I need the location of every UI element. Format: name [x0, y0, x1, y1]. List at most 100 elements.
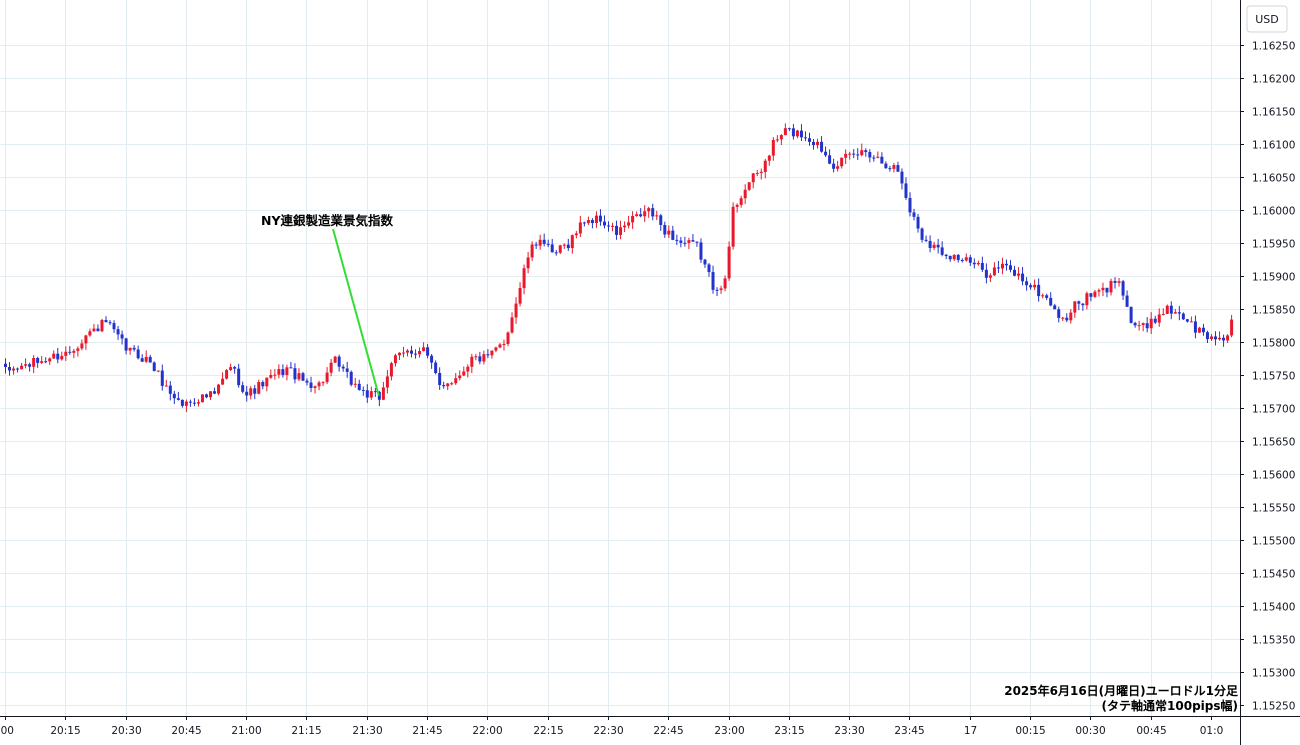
candle-body: [896, 165, 900, 172]
candle-body: [329, 362, 333, 373]
candle-body: [269, 374, 273, 378]
candle-body: [120, 334, 124, 339]
candle-body: [281, 369, 285, 376]
y-tick-label: 1.16050: [1252, 173, 1295, 185]
candle-body: [723, 278, 727, 289]
candle-body: [611, 225, 615, 227]
candle-body: [225, 370, 229, 379]
candle-body: [1041, 295, 1045, 297]
candle-body: [695, 241, 699, 243]
candle-body: [144, 356, 148, 362]
candle-body: [458, 375, 462, 379]
candle-body: [1145, 323, 1149, 329]
candle-body: [671, 230, 675, 240]
candle-body: [844, 153, 848, 158]
candle-body: [872, 157, 876, 159]
candle-body: [952, 254, 956, 260]
x-tick-label: 01:0: [1200, 725, 1224, 737]
candle-body: [401, 352, 405, 354]
candle-body: [554, 252, 558, 254]
candle-body: [759, 171, 763, 173]
y-tick-label: 1.16000: [1252, 206, 1295, 218]
candle-body: [743, 189, 747, 199]
candle-body: [414, 353, 418, 355]
candle-body: [233, 367, 237, 369]
currency-label[interactable]: USD: [1246, 5, 1288, 33]
candle-body: [418, 351, 422, 355]
candle-body: [213, 391, 217, 394]
candle-body: [357, 383, 361, 390]
candle-body: [884, 163, 888, 169]
candle-body: [578, 222, 582, 234]
chart-caption: 2025年6月16日(月曜日)ユーロドル1分足 (タテ軸通常100pips幅): [1004, 683, 1238, 713]
y-tick-label: 1.15750: [1252, 371, 1295, 383]
candle-body: [257, 382, 261, 394]
candle-body: [16, 368, 20, 370]
price-axis[interactable]: 1.16250 1.16200 1.16150 1.16100 1.16050 1.160…: [1240, 41, 1295, 713]
candle-body: [940, 247, 944, 255]
candle-body: [176, 398, 180, 400]
candle-body: [916, 216, 920, 229]
candle-body: [779, 135, 783, 140]
candle-body: [1218, 337, 1222, 340]
candle-body: [932, 244, 936, 248]
y-tick-label: 1.15700: [1252, 404, 1295, 416]
candle-body: [542, 239, 546, 244]
candle-body: [1189, 321, 1193, 323]
candle-body: [297, 373, 301, 380]
time-axis[interactable]: :00 20:15 20:30 20:45 21:00 21:15 21:30 21:45 22…: [0, 716, 1223, 737]
candle-body: [892, 165, 896, 169]
candle-body: [767, 155, 771, 161]
candle-body: [345, 368, 349, 372]
candle-body: [647, 208, 651, 212]
candle-body: [751, 173, 755, 183]
candle-body: [522, 268, 526, 289]
candle-body: [655, 215, 659, 217]
candle-body: [377, 391, 381, 400]
candle-body: [667, 230, 671, 235]
candle-body: [1165, 305, 1169, 314]
currency-label-box[interactable]: [1246, 5, 1288, 33]
candle-body: [426, 347, 430, 356]
candle-body: [249, 388, 253, 396]
candle-body: [108, 322, 112, 324]
x-tick-label: 23:45: [894, 725, 924, 737]
candle-body: [1093, 291, 1097, 297]
candle-body: [168, 385, 172, 394]
candle-body: [602, 221, 606, 226]
candle-body: [996, 267, 1000, 269]
candle-body: [876, 156, 880, 158]
candle-body: [1017, 273, 1021, 276]
candle-body: [635, 214, 639, 216]
candle-body: [1073, 301, 1077, 313]
x-tick-label: 23:00: [714, 725, 744, 737]
candle-body: [446, 383, 450, 387]
candle-body: [615, 225, 619, 235]
candle-body: [920, 228, 924, 240]
candle-body: [494, 347, 498, 351]
candle-body: [462, 371, 466, 376]
candle-body: [293, 368, 297, 380]
currency-label-text: USD: [1255, 13, 1279, 26]
candle-body: [1177, 312, 1181, 314]
x-tick-label: 21:45: [412, 725, 442, 737]
candle-body: [265, 377, 269, 387]
candle-body: [1021, 273, 1025, 282]
candle-body: [32, 357, 36, 367]
candle-body: [52, 353, 56, 359]
candle-body: [285, 367, 289, 376]
x-tick-label: 20:15: [50, 725, 80, 737]
candle-body: [36, 357, 40, 363]
candle-body: [60, 355, 64, 360]
candle-body: [972, 262, 976, 265]
candle-body: [100, 319, 104, 332]
candle-body: [956, 254, 960, 261]
x-tick-label: 23:30: [834, 725, 864, 737]
candle-body: [393, 355, 397, 364]
candle-body: [1029, 285, 1033, 288]
candle-body: [237, 368, 241, 386]
candle-body: [365, 390, 369, 398]
candle-body: [988, 275, 992, 278]
candle-body: [450, 383, 454, 385]
grid-lines: [0, 0, 1240, 716]
